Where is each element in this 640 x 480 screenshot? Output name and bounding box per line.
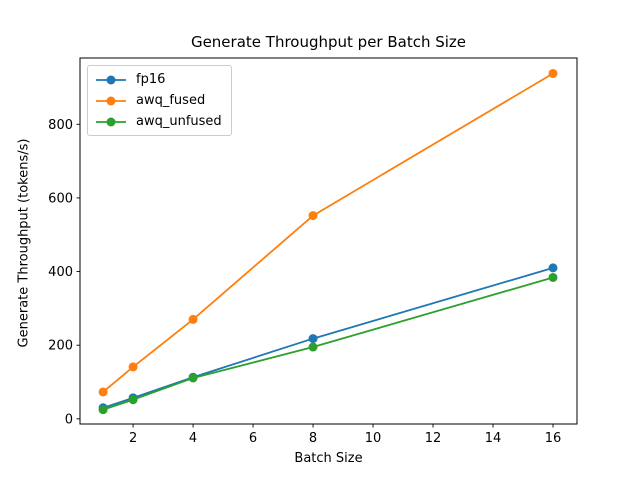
x-tick-label: 2 [129,431,137,446]
data-point-awq_fused [98,387,108,397]
legend: fp16 awq_fused awq_unfused [87,65,232,136]
x-axis-label: Batch Size [294,451,363,466]
y-axis-label: Generate Throughput (tokens/s) [16,138,32,348]
y-tick-label: 600 [48,191,73,206]
legend-marker [106,75,116,84]
legend-line-marker-icon [96,117,126,126]
legend-line-marker-icon [96,96,126,105]
x-tick-label: 8 [309,431,317,446]
data-point-fp16 [548,263,558,273]
series-fp16 [98,263,558,413]
legend-label: awq_unfused [136,114,222,129]
series-awq_unfused [98,272,558,415]
data-point-awq_unfused [548,272,558,282]
data-point-awq_unfused [128,395,138,405]
axes-frame [79,57,578,425]
x-tick-label: 10 [365,431,382,446]
y-tick-label: 200 [48,339,73,354]
y-tick-label: 800 [48,118,73,133]
data-point-awq_fused [128,362,138,372]
x-tick-label: 6 [249,431,257,446]
legend-marker [106,117,116,126]
series-line-awq_unfused [102,276,554,411]
x-tick-label: 14 [485,431,502,446]
data-point-awq_fused [548,68,558,78]
legend-marker [106,96,116,105]
data-point-fp16 [308,334,318,344]
data-point-awq_unfused [98,405,108,415]
x-tick-label: 4 [189,431,197,446]
data-point-awq_fused [188,314,198,324]
series-awq_fused [98,68,558,397]
legend-item-awq_fused: awq_fused [94,91,222,110]
data-point-awq_fused [308,211,318,221]
x-tick-label: 16 [545,431,562,446]
data-point-awq_unfused [188,373,198,383]
y-tick-label: 0 [65,412,73,427]
legend-line-marker-icon [96,75,126,84]
y-tick-label: 400 [48,265,73,280]
legend-label: fp16 [136,72,166,87]
legend-label: awq_fused [136,93,206,108]
legend-item-awq_unfused: awq_unfused [94,112,222,131]
chart-title: Generate Throughput per Batch Size [190,33,467,51]
x-tick-label: 12 [425,431,442,446]
legend-item-fp16: fp16 [94,70,222,89]
data-point-awq_unfused [308,342,318,352]
